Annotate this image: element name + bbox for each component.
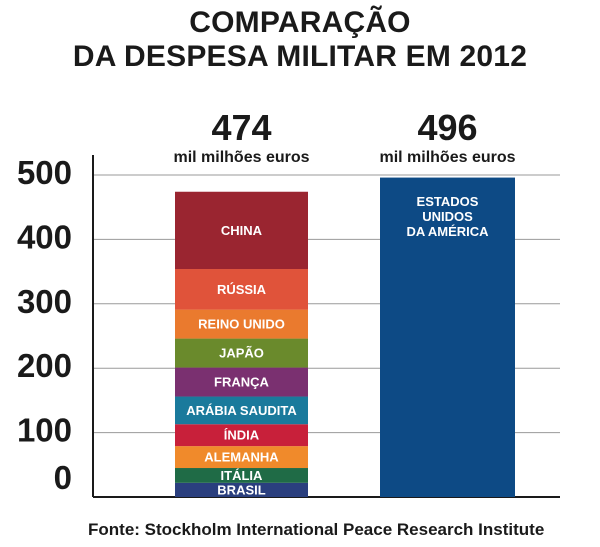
bar-total-label: 496 xyxy=(417,107,477,148)
title-line-2: DA DESPESA MILITAR EM 2012 xyxy=(72,40,528,73)
bar-segment xyxy=(175,446,308,469)
bar-segment xyxy=(175,309,308,339)
segment-label: ÍNDIA xyxy=(224,428,260,443)
bar-segment xyxy=(175,269,308,310)
bar-segment xyxy=(175,482,308,497)
bar-segment xyxy=(175,396,308,425)
segment-label: UNIDOS xyxy=(422,209,473,224)
source-note: Fonte: Stockholm International Peace Res… xyxy=(88,520,545,539)
segment-label: ESTADOS xyxy=(417,194,479,209)
segment-label: FRANÇA xyxy=(214,375,269,390)
bar-unit-label: mil milhões euros xyxy=(173,149,309,166)
segment-label: ITÁLIA xyxy=(221,468,263,483)
bar-segment xyxy=(175,468,308,483)
chart-title: COMPARAÇÃO DA DESPESA MILITAR EM 2012 xyxy=(0,6,600,74)
y-tick-label: 400 xyxy=(17,218,72,255)
y-tick-label: 0 xyxy=(54,459,72,496)
bar-segment xyxy=(175,424,308,447)
y-tick-label: 200 xyxy=(17,347,72,384)
segment-label: BRASIL xyxy=(217,482,265,497)
y-tick-label: 300 xyxy=(17,283,72,320)
bar-segment xyxy=(175,191,308,270)
bar-segment xyxy=(380,177,515,498)
segment-label: ALEMANHA xyxy=(204,450,279,465)
segment-label: JAPÃO xyxy=(219,346,264,361)
bar-unit-label: mil milhões euros xyxy=(379,149,515,166)
segment-label: RÚSSIA xyxy=(217,282,267,297)
y-tick-label: 100 xyxy=(17,412,72,449)
y-tick-label: 500 xyxy=(17,154,72,191)
bar-segment xyxy=(175,338,308,368)
segment-label: ARÁBIA SAUDITA xyxy=(186,403,297,418)
segment-label: REINO UNIDO xyxy=(198,317,285,332)
bar-segment xyxy=(175,367,308,397)
bar-total-label: 474 xyxy=(211,107,271,148)
title-line-1: COMPARAÇÃO xyxy=(189,6,411,39)
segment-label: DA AMÉRICA xyxy=(406,224,489,239)
segment-label: CHINA xyxy=(221,223,263,238)
